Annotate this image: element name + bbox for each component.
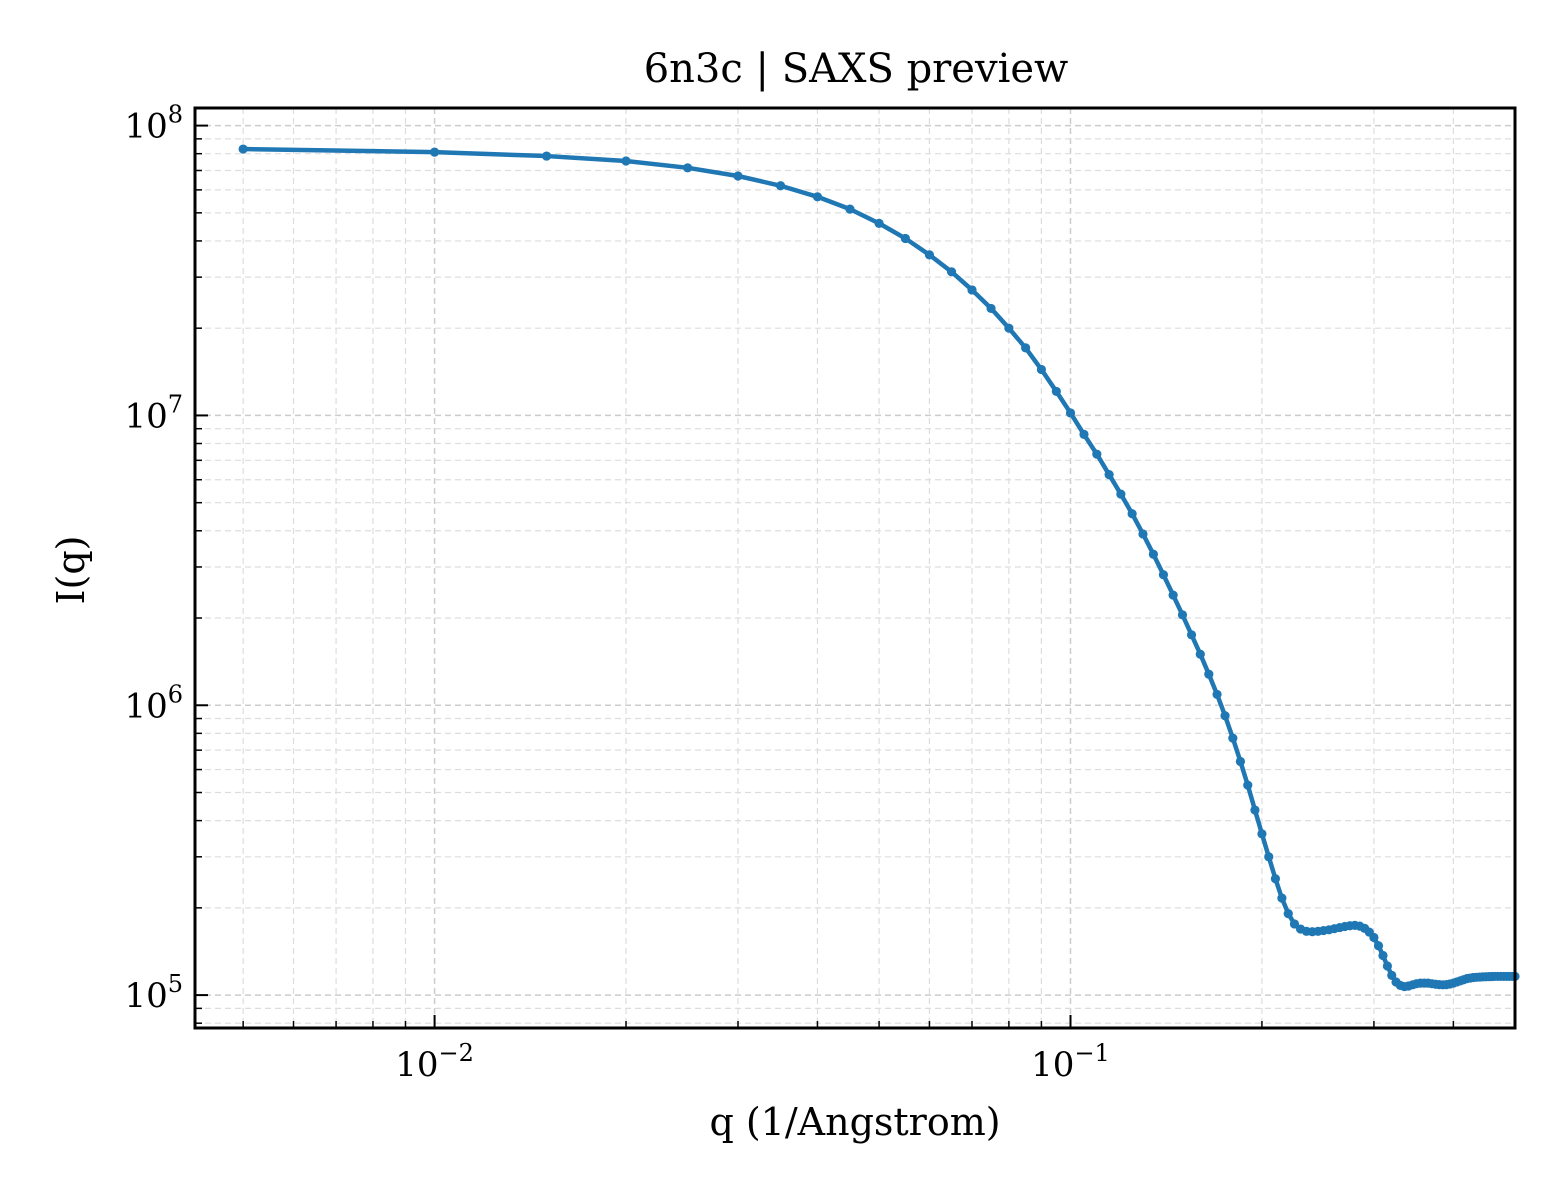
data-point: [1104, 469, 1114, 480]
data-point: [775, 181, 786, 191]
data-point: [1195, 649, 1205, 659]
data-point: [1220, 711, 1230, 721]
data-point: [1186, 630, 1197, 640]
chart-title: 6n3c | SAXS preview: [644, 46, 1069, 92]
data-point: [1004, 323, 1014, 333]
data-point: [683, 163, 693, 173]
data-point: [845, 204, 855, 214]
data-point: [1369, 932, 1379, 943]
data-point: [1277, 893, 1287, 903]
data-point: [1168, 590, 1178, 600]
data-point: [1138, 529, 1148, 539]
data-point: [1378, 950, 1388, 961]
x-tick-label: 10−2: [395, 1039, 474, 1085]
data-point: [967, 285, 977, 295]
data-point: [1148, 549, 1158, 559]
data-point: [1204, 669, 1214, 679]
data-point: [1235, 756, 1246, 767]
data-layer: [238, 144, 1520, 992]
data-point: [812, 192, 823, 202]
data-point: [1228, 733, 1238, 743]
x-tick-label: 10−1: [1031, 1039, 1110, 1085]
data-point: [621, 156, 631, 166]
data-point: [733, 171, 743, 181]
data-point: [1092, 449, 1102, 459]
y-tick-label: 105: [124, 970, 183, 1016]
data-point: [1158, 570, 1169, 580]
data-point: [1212, 689, 1222, 700]
data-point: [1373, 941, 1384, 951]
data-point: [1079, 429, 1089, 440]
data-point: [1243, 780, 1253, 790]
data-point: [1250, 805, 1260, 815]
data-point: [238, 144, 248, 154]
y-tick-label: 108: [124, 101, 183, 147]
data-point: [1257, 829, 1267, 839]
plot-frame: [193, 106, 1517, 1030]
data-point: [1177, 610, 1188, 620]
x-axis-title: q (1/Angstrom): [709, 1100, 1000, 1144]
data-point: [1036, 364, 1047, 375]
axis-ticks: 10−2 10−1 105 106 107 108: [124, 101, 1516, 1085]
data-point: [900, 233, 911, 244]
data-point: [946, 267, 957, 277]
y-axis-title: I(q): [49, 536, 93, 605]
y-tick-label: 106: [124, 680, 183, 726]
data-point: [1283, 909, 1293, 919]
data-point: [1065, 408, 1076, 418]
data-point: [1289, 919, 1300, 929]
data-point: [924, 250, 935, 260]
data-point: [1270, 874, 1281, 884]
data-point: [1021, 343, 1031, 353]
data-point: [541, 151, 552, 161]
data-point: [874, 218, 884, 228]
data-point: [429, 147, 440, 157]
data-point: [1051, 386, 1061, 397]
data-point: [1127, 509, 1137, 519]
data-point: [1264, 852, 1274, 862]
data-point: [1382, 961, 1392, 971]
y-tick-label: 107: [124, 390, 183, 436]
data-point: [1116, 489, 1126, 499]
data-point: [1387, 970, 1397, 980]
data-point: [986, 303, 996, 314]
